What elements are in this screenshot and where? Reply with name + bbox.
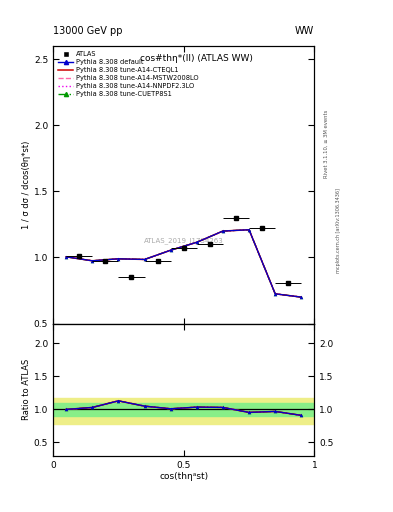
X-axis label: cos(thηᵃst): cos(thηᵃst) — [159, 472, 208, 481]
Text: Rivet 3.1.10, ≥ 3M events: Rivet 3.1.10, ≥ 3M events — [324, 109, 329, 178]
Text: mcplots.cern.ch [arXiv:1306.3436]: mcplots.cern.ch [arXiv:1306.3436] — [336, 188, 341, 273]
Text: WW: WW — [295, 26, 314, 36]
Text: cos#thη*(ll) (ATLAS WW): cos#thη*(ll) (ATLAS WW) — [140, 54, 253, 63]
Y-axis label: 1 / σ dσ / dcos(θη*st): 1 / σ dσ / dcos(θη*st) — [22, 141, 31, 229]
Legend: ATLAS, Pythia 8.308 default, Pythia 8.308 tune-A14-CTEQL1, Pythia 8.308 tune-A14: ATLAS, Pythia 8.308 default, Pythia 8.30… — [56, 50, 200, 99]
Bar — [53, 403, 314, 416]
Y-axis label: Ratio to ATLAS: Ratio to ATLAS — [22, 359, 31, 420]
Bar — [53, 397, 314, 424]
Text: 13000 GeV pp: 13000 GeV pp — [53, 26, 123, 36]
Text: ATLAS_2019_I1734263: ATLAS_2019_I1734263 — [144, 237, 224, 244]
